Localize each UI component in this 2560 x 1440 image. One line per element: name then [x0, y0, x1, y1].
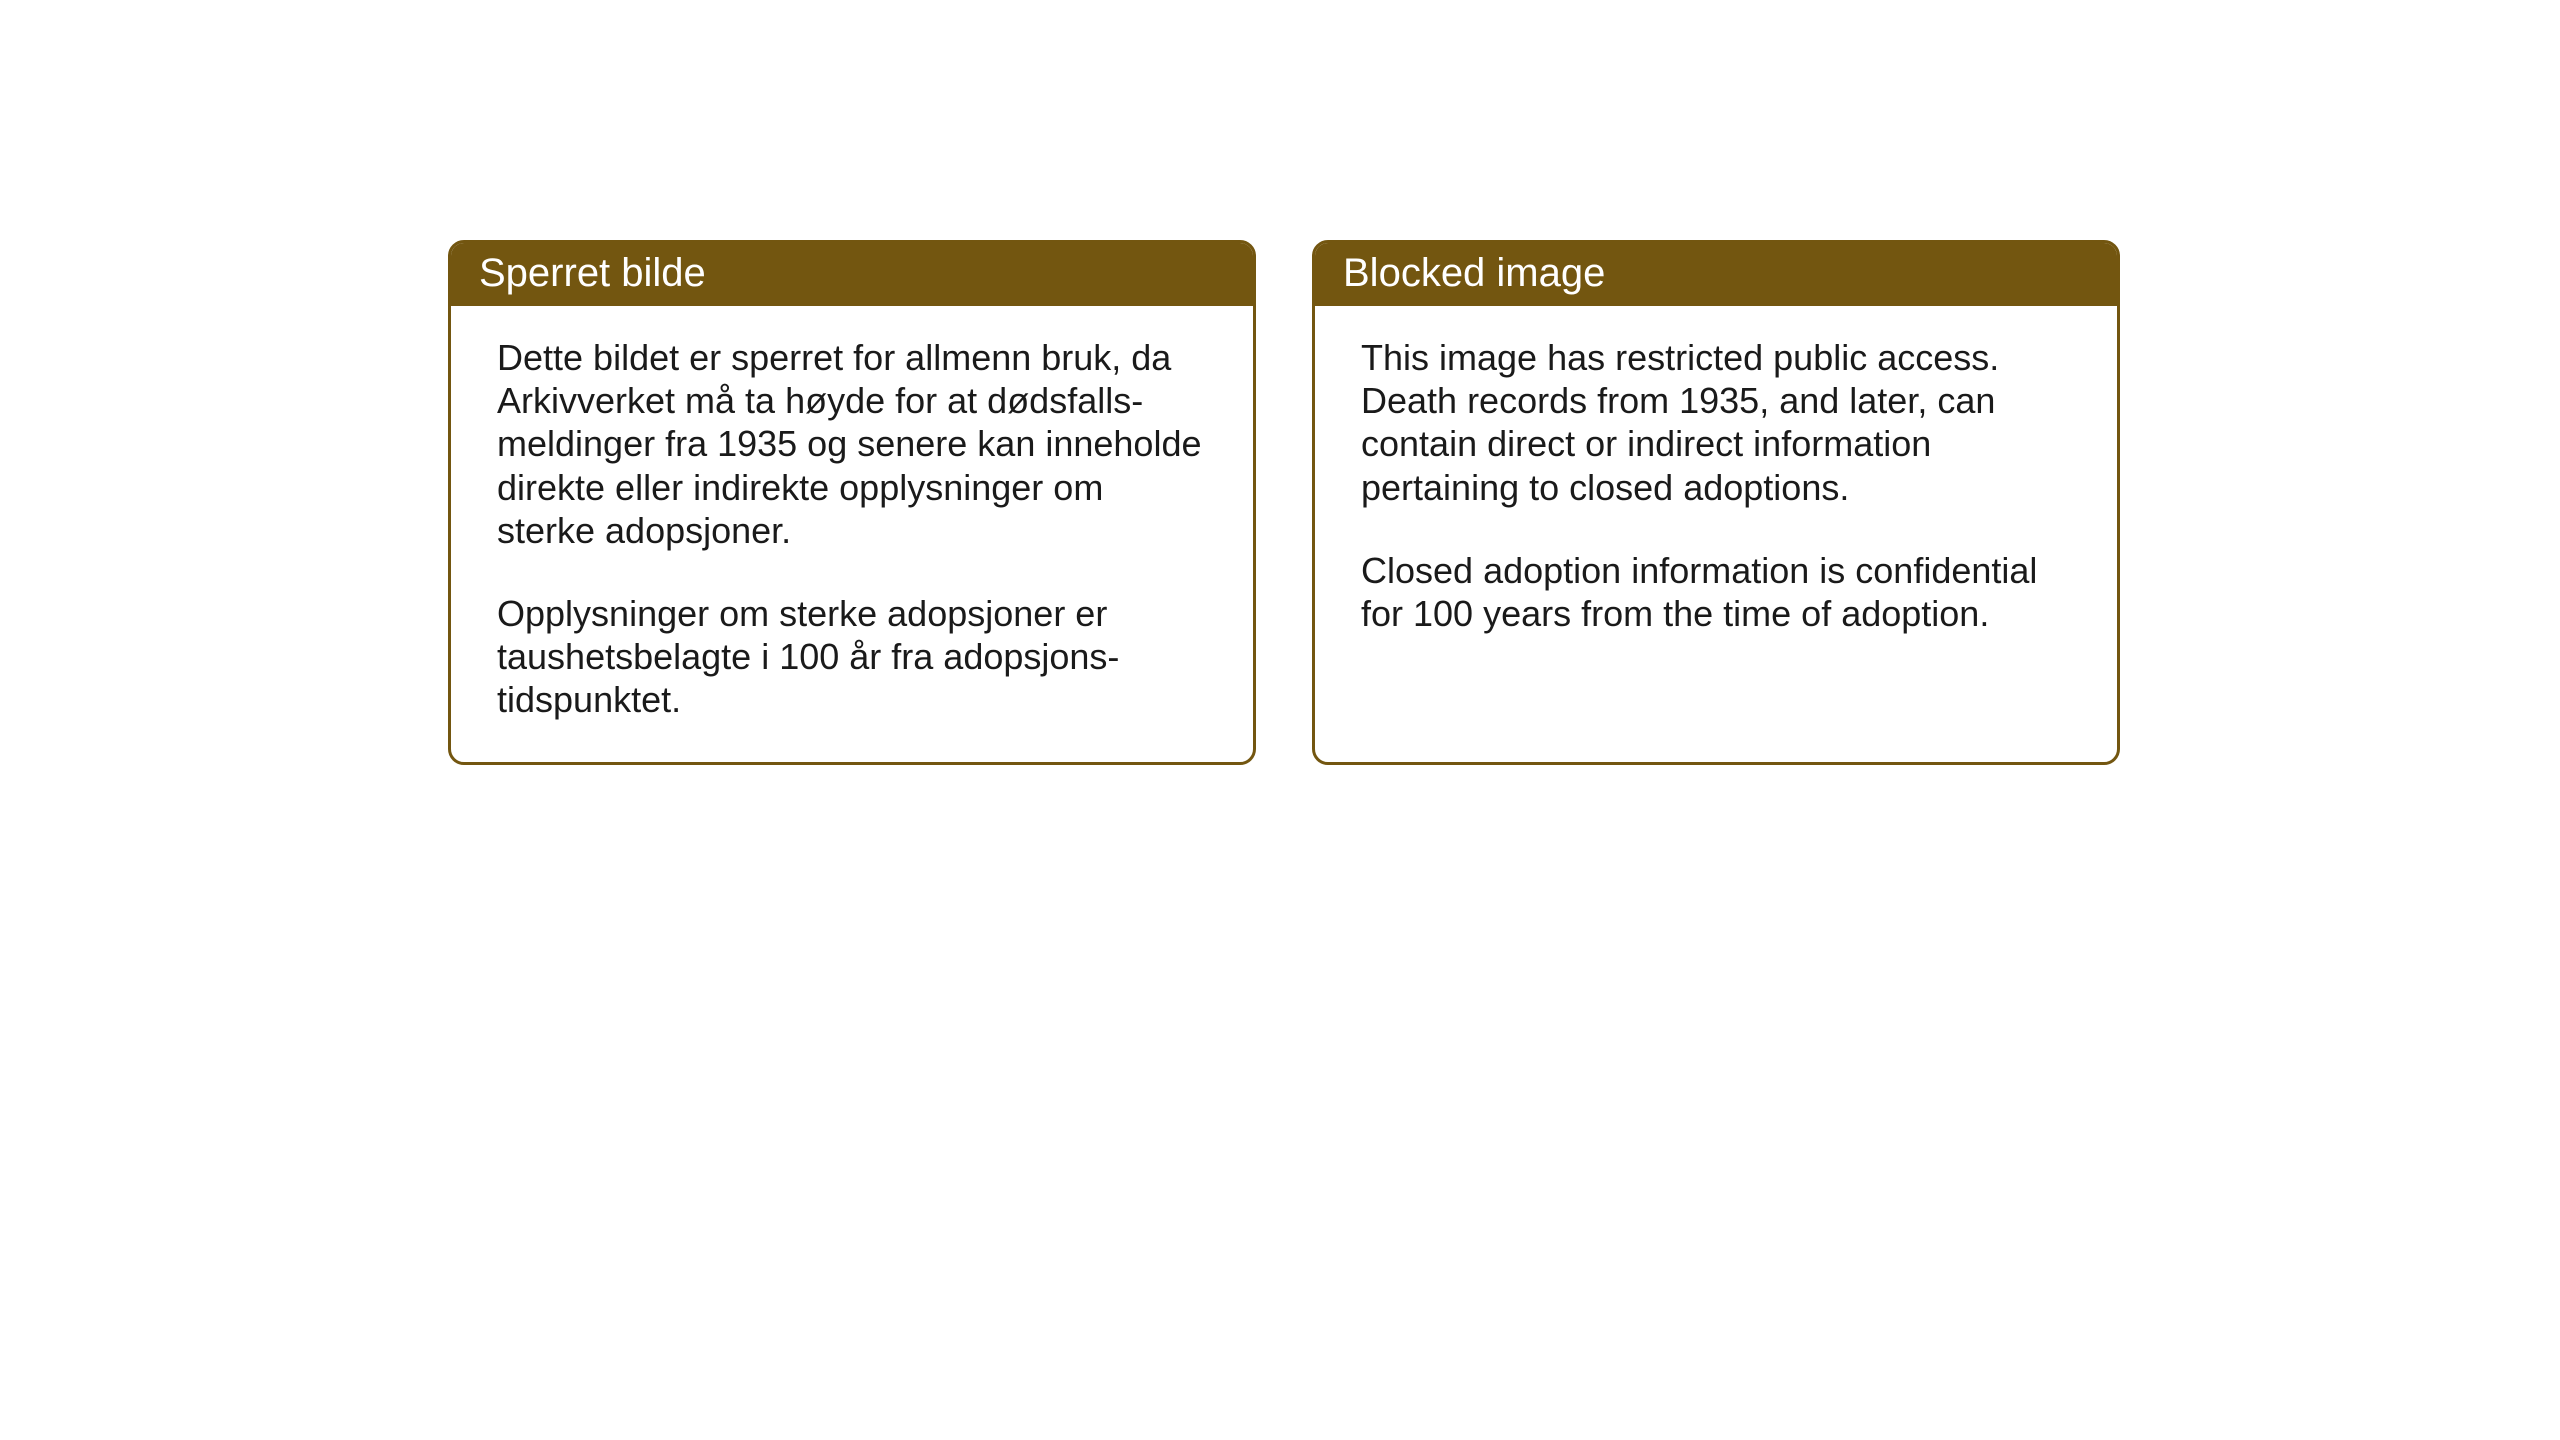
norwegian-notice-title: Sperret bilde	[451, 243, 1253, 306]
notice-container: Sperret bilde Dette bildet er sperret fo…	[448, 240, 2120, 765]
norwegian-paragraph-2: Opplysninger om sterke adopsjoner er tau…	[497, 592, 1207, 722]
norwegian-notice-body: Dette bildet er sperret for allmenn bruk…	[451, 306, 1253, 762]
english-notice-title: Blocked image	[1315, 243, 2117, 306]
english-paragraph-1: This image has restricted public access.…	[1361, 336, 2071, 509]
norwegian-notice-card: Sperret bilde Dette bildet er sperret fo…	[448, 240, 1256, 765]
english-notice-card: Blocked image This image has restricted …	[1312, 240, 2120, 765]
english-paragraph-2: Closed adoption information is confident…	[1361, 549, 2071, 635]
norwegian-paragraph-1: Dette bildet er sperret for allmenn bruk…	[497, 336, 1207, 552]
english-notice-body: This image has restricted public access.…	[1315, 306, 2117, 675]
